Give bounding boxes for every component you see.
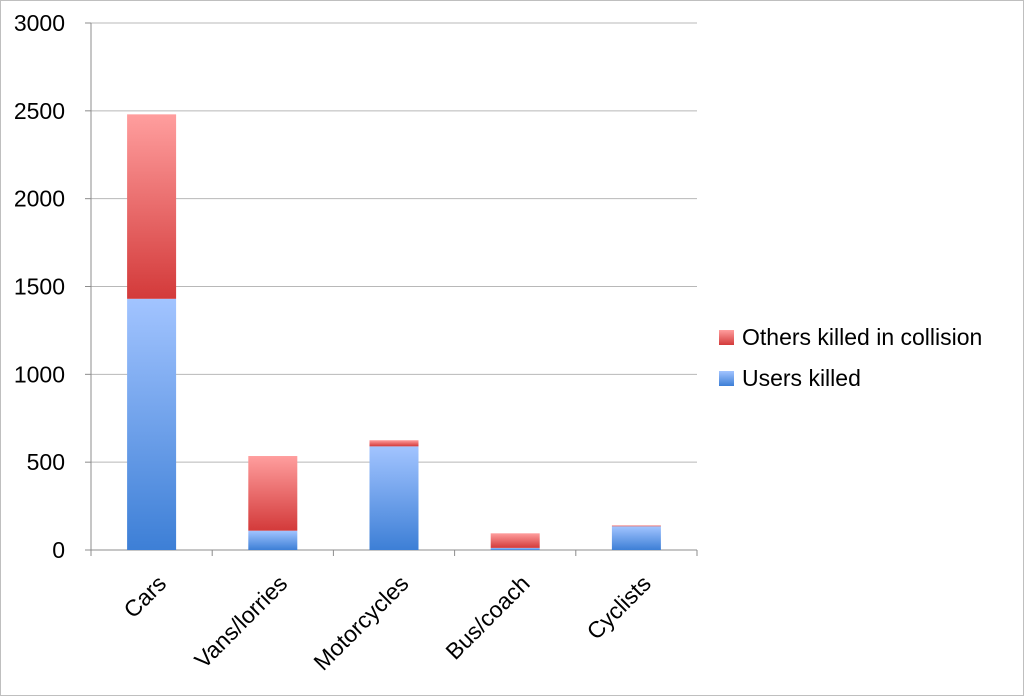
bar-users-killed-1 xyxy=(248,530,298,550)
legend-item-others: Others killed in collision xyxy=(719,317,982,358)
legend-label-users: Users killed xyxy=(742,365,861,391)
bar-users-killed-2 xyxy=(369,446,419,550)
legend-swatch-others xyxy=(719,330,734,345)
x-tick-label: Cars xyxy=(118,570,171,623)
y-tick-label: 500 xyxy=(27,449,65,475)
y-tick-label: 0 xyxy=(52,537,65,563)
y-tick-label: 3000 xyxy=(14,10,65,36)
y-tick-labels: 0 500 1000 1500 2000 2500 3000 xyxy=(14,10,65,563)
y-tick-label: 2500 xyxy=(14,98,65,124)
bar-users-killed-0 xyxy=(127,298,177,550)
bar-others-killed-3 xyxy=(490,533,540,548)
legend-item-users: Users killed xyxy=(719,358,982,399)
bar-users-killed-4 xyxy=(611,526,661,550)
bar-others-killed-4 xyxy=(611,525,661,527)
bar-users-killed-3 xyxy=(490,547,540,550)
legend-label-others: Others killed in collision xyxy=(742,324,983,350)
y-tick-label: 2000 xyxy=(14,186,65,212)
legend-swatch-users xyxy=(719,371,734,386)
x-tick-labels: Cars Vans/lorries Motorcycles Bus/coach Cycl… xyxy=(118,570,656,675)
bars-layer xyxy=(127,114,661,550)
x-tick-label: Motorcycles xyxy=(308,570,413,675)
x-tick-label: Vans/lorries xyxy=(189,570,292,673)
grid-layer xyxy=(91,22,697,463)
legend: Others killed in collision Users killed xyxy=(719,317,982,399)
y-tick-label: 1000 xyxy=(14,361,65,387)
x-tick-label: Cyclists xyxy=(582,570,656,644)
bar-others-killed-2 xyxy=(369,440,419,447)
bar-others-killed-1 xyxy=(248,456,298,531)
y-tick-label: 1500 xyxy=(14,274,65,300)
x-tick-label: Bus/coach xyxy=(440,570,534,664)
bar-others-killed-0 xyxy=(127,114,177,299)
